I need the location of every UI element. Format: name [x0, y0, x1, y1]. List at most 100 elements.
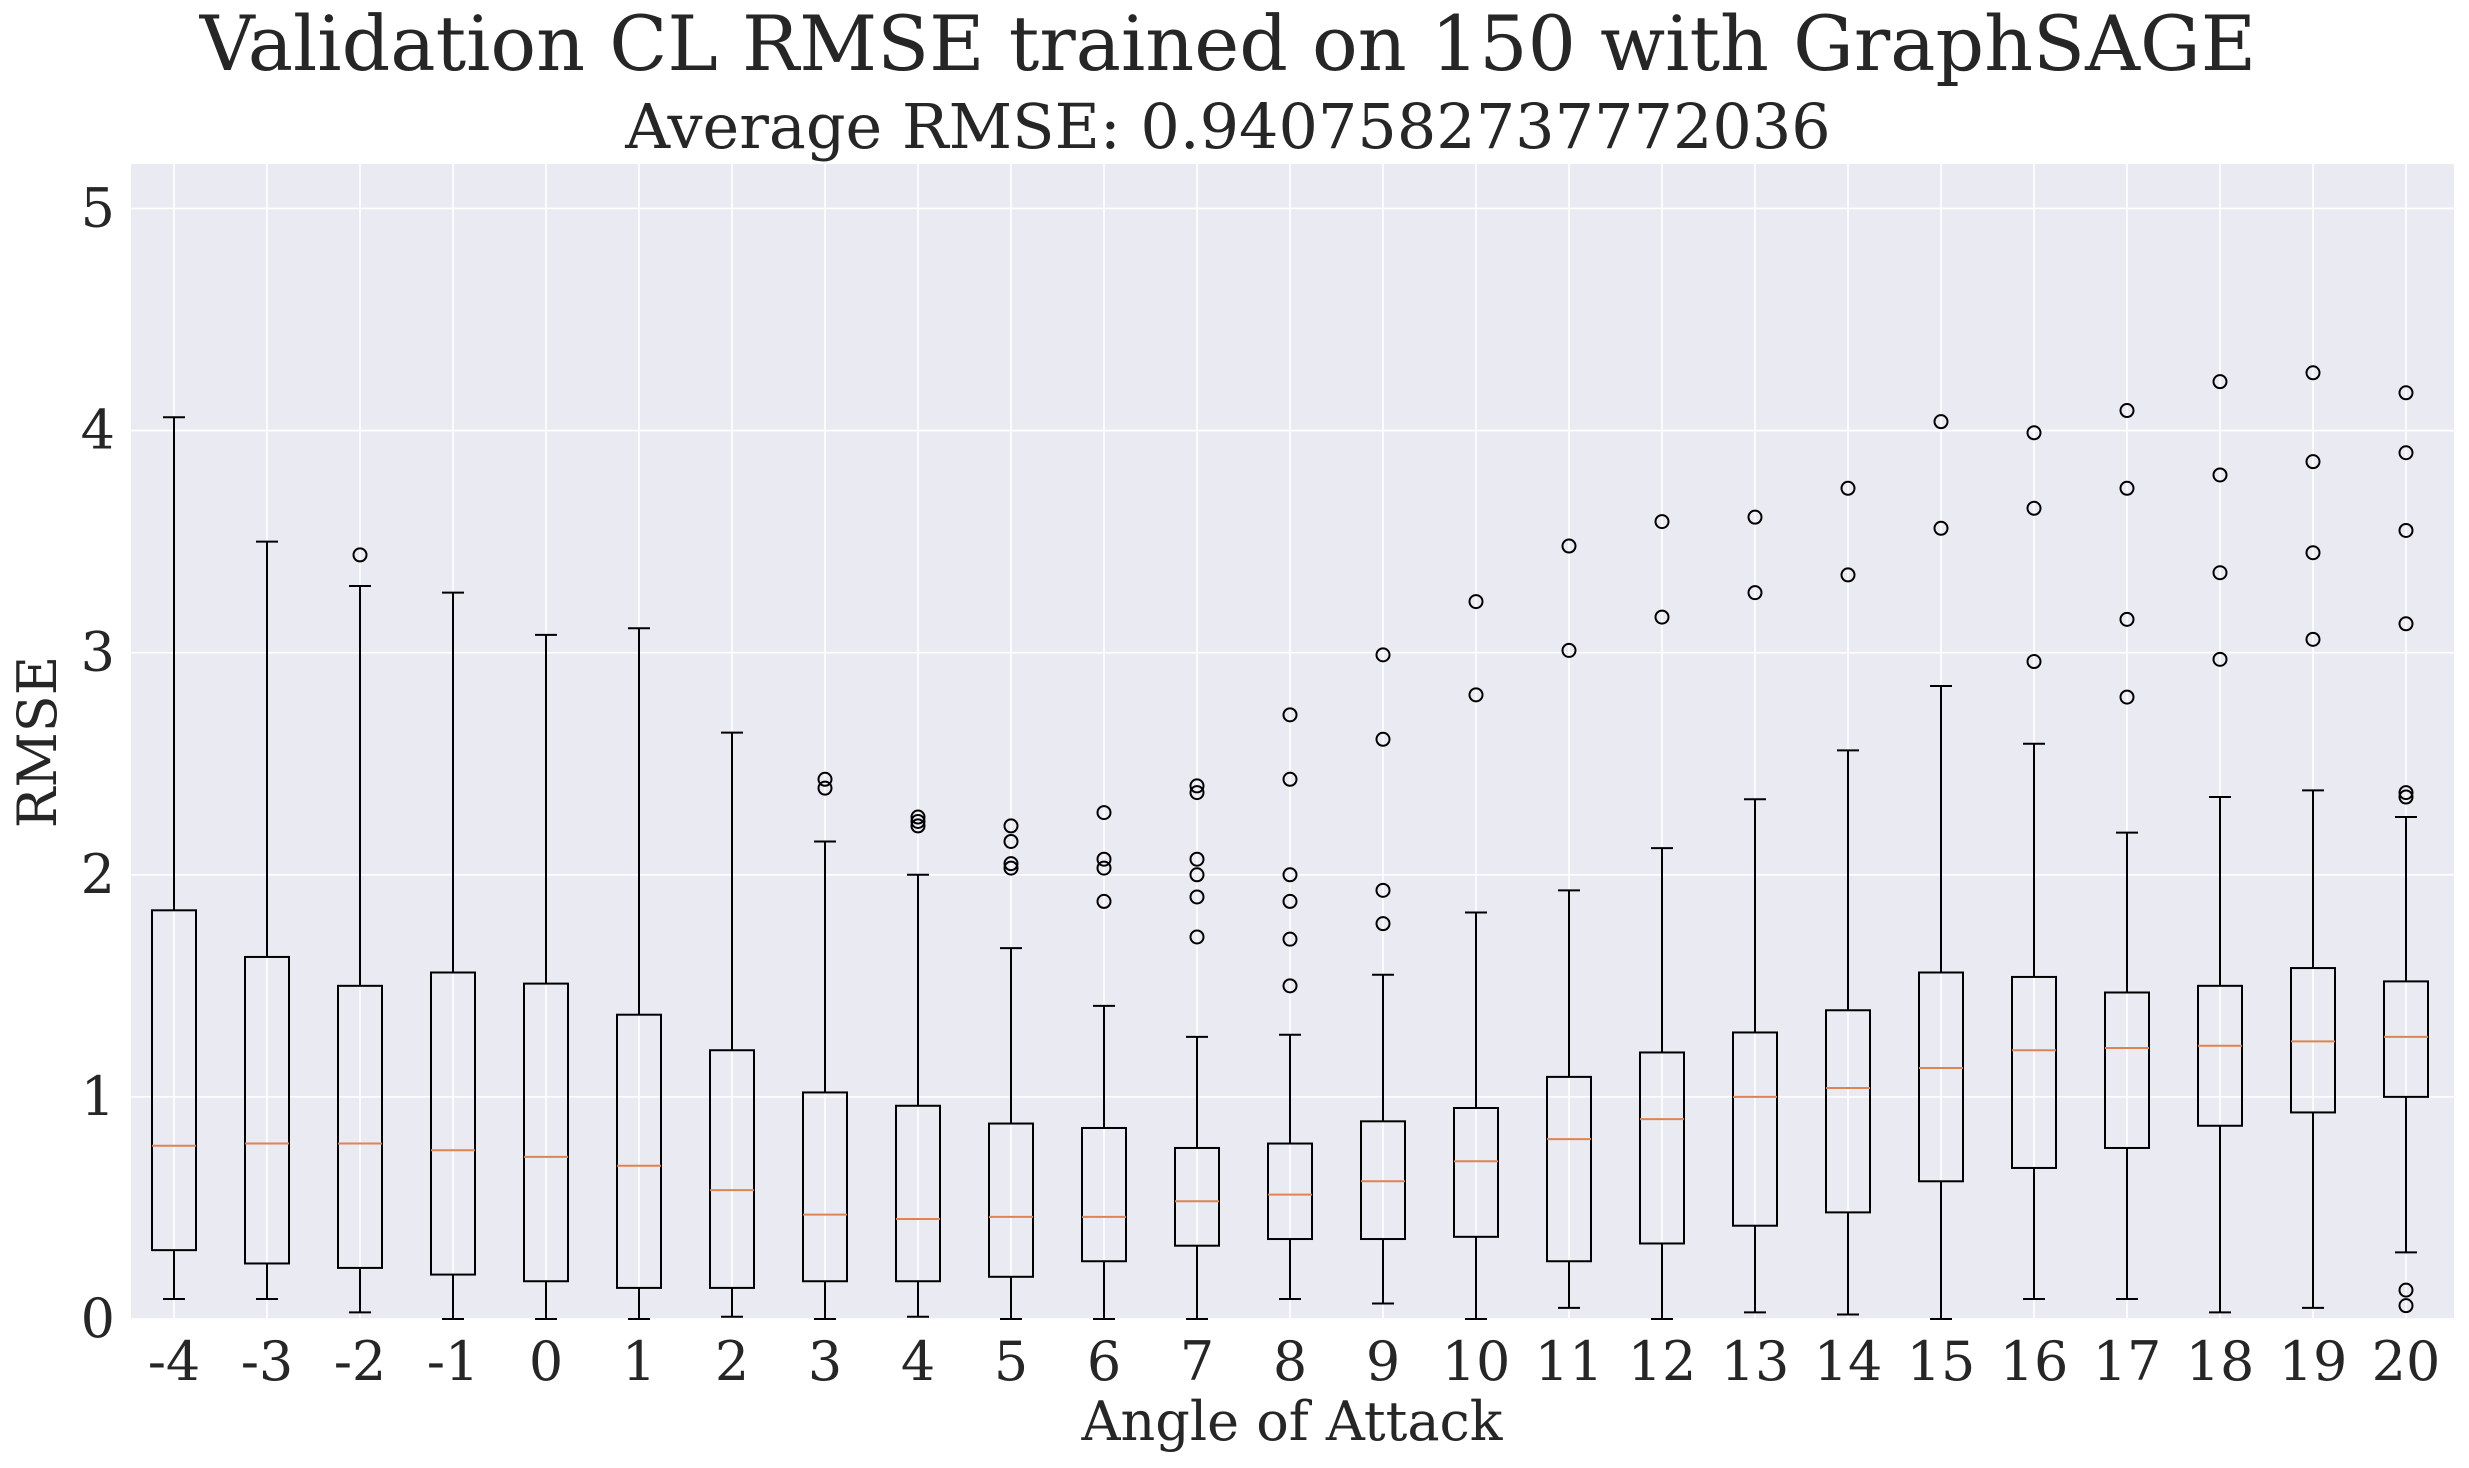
x-tick-label: 4	[901, 1330, 935, 1393]
x-tick-label: 11	[1535, 1330, 1604, 1393]
outlier-point	[2398, 789, 2414, 805]
iqr-box	[2383, 980, 2429, 1098]
box--1	[430, 591, 476, 1320]
box-4	[895, 809, 941, 1318]
iqr-box	[616, 1013, 662, 1289]
iqr-box	[2104, 991, 2150, 1149]
outlier-point	[2398, 522, 2414, 538]
outlier-point	[1189, 785, 1205, 801]
x-tick-label: 10	[1442, 1330, 1511, 1393]
outlier-point	[2119, 403, 2135, 419]
outlier-point	[2305, 454, 2321, 470]
outlier-point	[1282, 707, 1298, 723]
iqr-box	[430, 971, 476, 1276]
outlier-point	[2119, 689, 2135, 705]
chart-subtitle: Average RMSE: 0.9407582737772036	[624, 90, 1830, 163]
box-2	[709, 731, 755, 1318]
box-5	[988, 818, 1034, 1320]
outlier-point	[2212, 374, 2228, 390]
outlier-point	[1561, 538, 1577, 554]
x-tick-label: -4	[148, 1330, 201, 1393]
outlier-point	[2305, 365, 2321, 381]
outlier-point	[1747, 585, 1763, 601]
outlier-point	[1933, 520, 1949, 536]
outlier-point	[2398, 1282, 2414, 1298]
box-0	[523, 633, 569, 1320]
y-tick-label: 2	[81, 843, 115, 906]
outlier-point	[1096, 860, 1112, 876]
boxes	[151, 365, 2429, 1320]
outlier-point	[1189, 851, 1205, 867]
iqr-box	[1918, 971, 1964, 1183]
iqr-box	[337, 984, 383, 1269]
outlier-point	[1654, 514, 1670, 530]
outlier-point	[1468, 687, 1484, 703]
x-tick-label: -2	[334, 1330, 387, 1393]
outlier-point	[1282, 771, 1298, 787]
box-20	[2383, 385, 2429, 1314]
outlier-point	[2305, 545, 2321, 561]
y-tick-label: 1	[81, 1065, 115, 1128]
iqr-box	[2290, 967, 2336, 1114]
outlier-point	[1375, 647, 1391, 663]
outlier-point	[1096, 805, 1112, 821]
box-18	[2197, 374, 2243, 1314]
x-tick-label: 12	[1628, 1330, 1697, 1393]
x-tick-label: 20	[2372, 1330, 2441, 1393]
outlier-point	[1282, 978, 1298, 994]
iqr-box	[709, 1049, 755, 1289]
outlier-point	[1003, 860, 1019, 876]
x-tick-label: 7	[1180, 1330, 1214, 1393]
box-11	[1546, 538, 1592, 1309]
outlier-point	[1468, 594, 1484, 610]
y-tick-label: 4	[81, 399, 115, 462]
outlier-point	[2212, 651, 2228, 667]
box-17	[2104, 403, 2150, 1301]
x-tick-label: 16	[2000, 1330, 2069, 1393]
box-7	[1174, 778, 1220, 1320]
chart-title: Validation CL RMSE trained on 150 with G…	[199, 0, 2256, 88]
x-tick-label: 2	[715, 1330, 749, 1393]
iqr-box	[151, 909, 197, 1252]
y-axis-label: RMSE	[6, 656, 69, 828]
outlier-point	[2398, 616, 2414, 632]
outlier-point	[1282, 931, 1298, 947]
iqr-box	[1639, 1051, 1685, 1245]
x-tick-label: 18	[2186, 1330, 2255, 1393]
x-axis-label: Angle of Attack	[1080, 1390, 1503, 1453]
box--2	[337, 547, 383, 1314]
outlier-point	[1096, 893, 1112, 909]
iqr-box	[1267, 1142, 1313, 1241]
outlier-point	[1189, 889, 1205, 905]
x-tick-label: 6	[1087, 1330, 1121, 1393]
outlier-point	[2398, 445, 2414, 461]
outlier-point	[910, 813, 926, 829]
iqr-box	[1081, 1126, 1127, 1263]
x-tick-label: 14	[1814, 1330, 1883, 1393]
y-tick-label: 0	[81, 1287, 115, 1350]
outlier-point	[817, 771, 833, 787]
outlier-point	[2026, 654, 2042, 670]
box--3	[244, 540, 290, 1301]
iqr-box	[523, 982, 569, 1283]
iqr-box	[988, 1122, 1034, 1278]
iqr-box	[1825, 1009, 1871, 1214]
box-15	[1918, 414, 1964, 1320]
outlier-point	[1933, 414, 1949, 430]
outlier-point	[1189, 867, 1205, 883]
box-9	[1360, 647, 1406, 1305]
box--4	[151, 416, 197, 1301]
iqr-box	[1360, 1120, 1406, 1241]
outlier-point	[2305, 631, 2321, 647]
plot-area	[131, 164, 2454, 1319]
iqr-box	[1546, 1075, 1592, 1263]
outlier-point	[2398, 1298, 2414, 1314]
outlier-point	[2398, 785, 2414, 801]
box-19	[2290, 365, 2336, 1309]
iqr-box	[244, 955, 290, 1265]
iqr-box	[895, 1104, 941, 1283]
outlier-point	[1747, 509, 1763, 525]
x-tick-label: -1	[427, 1330, 480, 1393]
